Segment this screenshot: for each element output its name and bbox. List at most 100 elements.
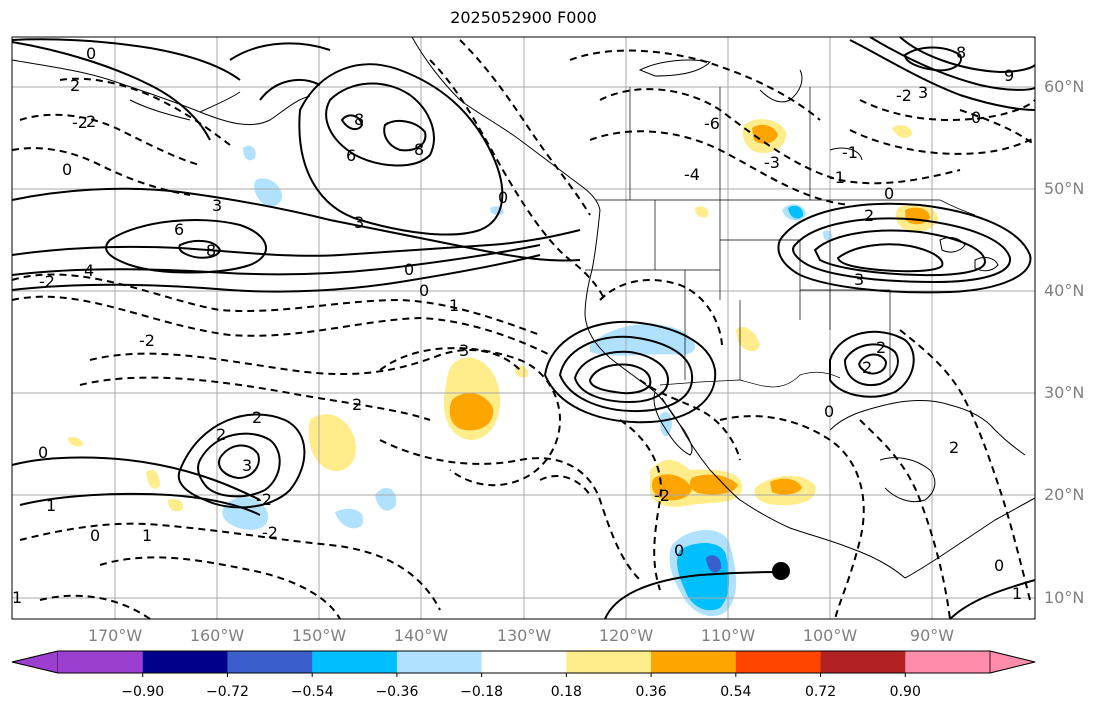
latitude-label: 10°N [1044, 588, 1085, 607]
colorbar-bin [566, 651, 652, 673]
negative-region [243, 145, 256, 161]
contour-label: 9 [1004, 66, 1015, 85]
hudson-bay [759, 69, 803, 103]
solid-contours [11, 36, 1036, 620]
colorbar-bin [905, 651, 991, 673]
latitude-label: 50°N [1044, 179, 1085, 198]
contour-label: 0 [90, 526, 101, 545]
contour-label: -1 [842, 143, 858, 162]
contour-label: 1 [449, 296, 460, 315]
longitude-label: 150°W [291, 626, 347, 645]
colorbar-bin [735, 651, 822, 673]
contour-label: 3 [918, 83, 929, 102]
positive-region [146, 469, 160, 489]
negative-region [660, 411, 672, 437]
contour-label: 0 [824, 402, 835, 421]
contour-label: 3 [459, 341, 470, 360]
contour-label: 3 [354, 213, 365, 232]
contour-label: -2 [39, 272, 55, 291]
positive-region [736, 326, 760, 352]
dashed-contours [11, 39, 1036, 620]
colorbar-tick-label: 0.90 [889, 684, 921, 700]
contour-label: 8 [956, 43, 967, 62]
contour-label: -2 [139, 331, 155, 350]
contour-label: 2 [876, 338, 887, 357]
negative-region-deep [788, 205, 804, 219]
contour-label: 3 [212, 196, 223, 215]
colorbar-tick-label: −0.90 [121, 684, 165, 700]
gridlines [12, 37, 1035, 619]
contour-label: 1 [142, 526, 153, 545]
longitude-label: 170°W [87, 626, 143, 645]
contour-label: 4 [84, 261, 95, 280]
contour-label: 0 [86, 44, 97, 63]
contour-label: 3 [854, 270, 865, 289]
negative-region [335, 508, 364, 529]
contour-label: 1 [12, 588, 23, 607]
longitude-label: 110°W [700, 626, 756, 645]
contour-label: 0 [498, 188, 509, 207]
political-borders [585, 87, 976, 388]
longitude-label: 130°W [496, 626, 552, 645]
positive-region [308, 414, 356, 472]
colorbar-bin [227, 651, 313, 673]
alaska-coast [11, 59, 311, 126]
colorbar [11, 650, 1036, 677]
province-lines [629, 87, 811, 200]
colorbar-bin [651, 651, 737, 673]
latitude-label: 30°N [1044, 383, 1085, 402]
latitude-label: 60°N [1044, 77, 1085, 96]
contour-label: -2 [896, 86, 912, 105]
negative-region-deepest [706, 555, 722, 573]
colorbar-bin [820, 651, 906, 673]
contour-label: -4 [684, 165, 700, 184]
contour-label: 6 [174, 220, 185, 239]
positive-region-strong [770, 478, 802, 495]
longitude-label: 120°W [598, 626, 654, 645]
canada-islands [638, 59, 863, 161]
colorbar-tick-label: −0.72 [206, 684, 249, 700]
contour-label: 0 [38, 443, 49, 462]
contour-label: -2 [654, 486, 670, 505]
contour-label: 8 [414, 140, 425, 159]
contour-label: 1 [46, 496, 57, 515]
longitude-label: 100°W [802, 626, 858, 645]
contour-label: 0 [884, 184, 895, 203]
contour-label: 2 [864, 206, 875, 225]
contour-label: 3 [242, 456, 253, 475]
colorbar-tick-label: −0.36 [375, 684, 419, 700]
contour-label: 0 [62, 160, 73, 179]
longitude-label: 140°W [393, 626, 449, 645]
contour-label: 0 [674, 541, 685, 560]
colorbar-tick-label: −0.18 [460, 684, 504, 700]
negative-region [254, 178, 283, 207]
colorbar-outline [11, 650, 1036, 674]
contour-label: 2 [949, 438, 960, 457]
longitude-label: 90°W [909, 626, 955, 645]
us-mexico-border [659, 371, 841, 388]
positive-region-strong [449, 393, 494, 431]
contour-label: 2 [70, 76, 81, 95]
contour-label: -2 [256, 490, 272, 509]
positive-region [892, 125, 912, 138]
contour-label: 8 [206, 241, 217, 260]
latitude-label: 40°N [1044, 281, 1085, 300]
se-alaska-coast [411, 36, 601, 211]
us-canada-border [596, 199, 976, 216]
contour-label: 2 [352, 395, 363, 414]
colorbar-bin [481, 651, 567, 673]
colorbar-tick-label: 0.54 [720, 684, 752, 700]
colorbar-tick-label: 0.36 [635, 684, 667, 700]
positive-region [68, 437, 83, 447]
contour-label: 0 [971, 108, 982, 127]
coastlines [11, 36, 1036, 579]
contour-label: 2 [252, 408, 263, 427]
gulf-coast [829, 399, 1026, 456]
contour-label: -6 [704, 114, 720, 133]
positive-region-strong [652, 474, 692, 501]
map-frame [11, 36, 1036, 620]
contour-label: 1 [1012, 584, 1023, 603]
positive-region [695, 206, 709, 218]
colorbar-bin [312, 651, 398, 673]
